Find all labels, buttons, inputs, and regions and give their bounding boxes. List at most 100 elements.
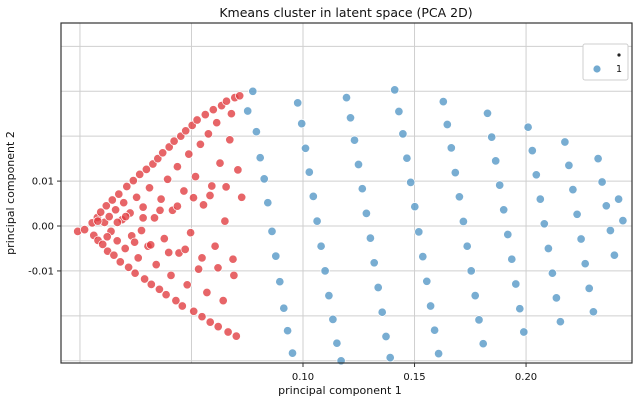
point-cluster-1 bbox=[466, 266, 476, 276]
point-cluster-red bbox=[146, 240, 156, 250]
point-cluster-1 bbox=[255, 153, 265, 163]
point-cluster-red bbox=[93, 216, 103, 226]
point-cluster-1 bbox=[377, 307, 387, 317]
point-cluster-1 bbox=[410, 202, 420, 212]
y-tick-label: -0.01 bbox=[28, 266, 54, 277]
point-cluster-1 bbox=[373, 282, 383, 293]
point-cluster-red bbox=[128, 176, 138, 186]
x-axis-label: principal component 1 bbox=[278, 384, 402, 397]
point-cluster-1 bbox=[601, 201, 611, 211]
point-cluster-red bbox=[192, 115, 202, 125]
point-cluster-1 bbox=[527, 146, 537, 156]
point-cluster-red bbox=[156, 194, 166, 204]
point-cluster-red bbox=[114, 189, 124, 199]
point-cluster-1 bbox=[576, 234, 586, 244]
point-cluster-1 bbox=[438, 97, 448, 107]
point-cluster-1 bbox=[482, 108, 493, 118]
point-cluster-red bbox=[182, 280, 192, 290]
point-cluster-1 bbox=[365, 233, 375, 243]
point-cluster-1 bbox=[385, 353, 395, 363]
point-cluster-1 bbox=[283, 326, 293, 336]
point-cluster-red bbox=[200, 110, 210, 120]
point-cluster-1 bbox=[422, 276, 432, 286]
y-tick-label: 0.01 bbox=[32, 177, 54, 188]
point-cluster-1 bbox=[312, 216, 322, 226]
point-cluster-1 bbox=[390, 85, 400, 95]
point-cluster-red bbox=[179, 186, 189, 196]
point-cluster-1 bbox=[243, 106, 253, 116]
point-cluster-1 bbox=[499, 205, 509, 215]
y-tick-label: 0.00 bbox=[32, 222, 54, 233]
point-cluster-red bbox=[184, 149, 194, 159]
point-cluster-red bbox=[101, 201, 111, 211]
point-cluster-1 bbox=[332, 338, 342, 348]
point-cluster-red bbox=[107, 195, 117, 205]
point-cluster-red bbox=[226, 109, 236, 119]
point-cluster-red bbox=[218, 296, 228, 306]
point-cluster-red bbox=[205, 190, 215, 201]
point-cluster-red bbox=[141, 164, 151, 174]
point-cluster-1 bbox=[580, 259, 590, 269]
point-cluster-red bbox=[96, 207, 106, 217]
point-cluster-red bbox=[166, 270, 176, 280]
point-cluster-1 bbox=[547, 268, 557, 278]
point-cluster-red bbox=[188, 193, 199, 203]
y-axis-label: principal component 2 bbox=[4, 131, 17, 255]
point-cluster-1 bbox=[345, 113, 356, 123]
point-cluster-1 bbox=[353, 159, 364, 170]
point-cluster-red bbox=[212, 118, 222, 128]
point-cluster-red bbox=[164, 142, 174, 152]
point-cluster-red bbox=[181, 126, 191, 136]
point-cluster-1 bbox=[300, 143, 311, 153]
point-cluster-red bbox=[112, 217, 122, 227]
point-cluster-red bbox=[202, 287, 212, 298]
point-cluster-1 bbox=[614, 194, 624, 204]
point-cluster-red bbox=[213, 263, 223, 273]
point-cluster-1 bbox=[462, 241, 472, 251]
point-cluster-1 bbox=[450, 168, 460, 178]
point-cluster-1 bbox=[316, 241, 326, 251]
point-cluster-red bbox=[119, 198, 129, 208]
point-cluster-red bbox=[133, 253, 143, 263]
point-cluster-red bbox=[177, 301, 187, 311]
legend-label-1: 1 bbox=[616, 64, 622, 75]
point-cluster-red bbox=[158, 148, 168, 158]
point-cluster-1 bbox=[551, 293, 561, 303]
point-cluster-1 bbox=[434, 349, 444, 359]
point-cluster-1 bbox=[414, 227, 424, 237]
point-cluster-1 bbox=[446, 143, 456, 153]
point-cluster-red bbox=[146, 279, 156, 289]
point-cluster-red bbox=[197, 253, 207, 263]
point-cluster-red bbox=[208, 105, 218, 115]
point-cluster-1 bbox=[275, 277, 285, 287]
point-cluster-red bbox=[172, 162, 182, 172]
point-cluster-red bbox=[121, 212, 131, 222]
point-cluster-1 bbox=[341, 93, 352, 103]
x-ticks: 0.10 0.15 0.20 bbox=[292, 363, 537, 383]
point-cluster-red bbox=[102, 232, 112, 242]
point-cluster-1 bbox=[588, 307, 598, 317]
point-cluster-red bbox=[186, 228, 196, 238]
point-cluster-red bbox=[197, 312, 207, 322]
point-cluster-red bbox=[122, 181, 132, 192]
point-cluster-red bbox=[213, 322, 223, 332]
point-cluster-1 bbox=[394, 106, 404, 117]
point-cluster-red bbox=[104, 212, 114, 222]
legend: 1 bbox=[582, 43, 629, 81]
point-cluster-1 bbox=[478, 339, 488, 349]
point-cluster-red bbox=[130, 237, 140, 247]
point-cluster-1 bbox=[293, 98, 303, 108]
point-cluster-red bbox=[231, 331, 241, 341]
point-cluster-1 bbox=[560, 137, 570, 147]
point-cluster-red bbox=[221, 182, 231, 192]
point-cluster-1 bbox=[361, 208, 371, 218]
point-cluster-1 bbox=[487, 132, 497, 142]
point-cluster-red bbox=[155, 205, 165, 215]
point-cluster-1 bbox=[442, 119, 452, 130]
point-cluster-red bbox=[138, 213, 148, 223]
point-cluster-1 bbox=[511, 279, 521, 289]
point-cluster-1 bbox=[328, 314, 338, 324]
point-cluster-red bbox=[140, 274, 150, 284]
x-tick-label: 0.10 bbox=[292, 372, 314, 383]
point-cluster-1 bbox=[279, 303, 289, 313]
